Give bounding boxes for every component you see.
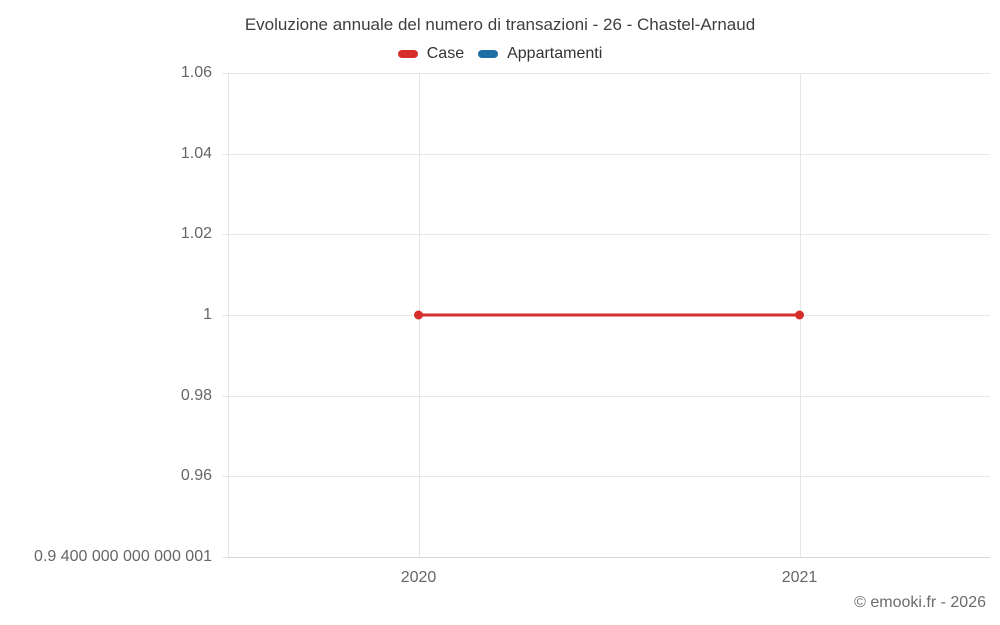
x-tick-label: 2021 <box>781 569 818 586</box>
legend: Case Appartamenti <box>0 45 1000 63</box>
case-legend-swatch <box>397 50 418 58</box>
y-tick-label: 1.04 <box>180 144 212 162</box>
y-tick-label: 1.02 <box>180 225 212 243</box>
y-tick-label: 0.9 400 000 000 000 001 <box>34 548 212 565</box>
y-tick-label: 1.06 <box>180 64 212 81</box>
x-tick-label: 2020 <box>400 569 437 586</box>
data-point-case <box>795 310 804 320</box>
appartamenti-legend-label: Appartamenti <box>507 45 603 62</box>
appartamenti-legend-swatch <box>478 50 499 58</box>
y-tick-label: 1 <box>203 306 212 323</box>
legend-item-case[interactable]: Case <box>397 45 465 63</box>
attribution: © emooki.fr - 2026 <box>854 594 986 611</box>
legend-item-appartamenti[interactable]: Appartamenti <box>478 45 602 63</box>
y-tick-label: 0.96 <box>180 467 212 485</box>
chart-title: Evoluzione annuale del numero di transaz… <box>244 15 756 34</box>
data-point-case <box>414 310 423 320</box>
case-legend-label: Case <box>426 45 465 62</box>
y-tick-label: 0.98 <box>180 386 212 404</box>
